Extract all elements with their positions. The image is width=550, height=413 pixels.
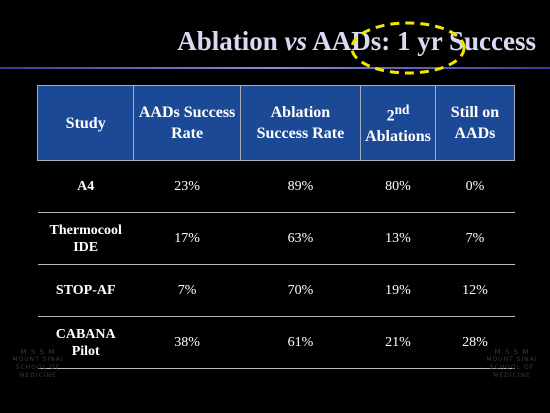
- study-cell: STOP-AF: [37, 264, 134, 317]
- logo-text: MEDICINE: [19, 372, 57, 379]
- logo-text: SCHOOL OF: [15, 364, 61, 371]
- header-text: Ablations: [365, 128, 431, 146]
- header-cell: Ablation Success Rate: [239, 85, 362, 161]
- logo-letters: M S S M: [494, 348, 530, 356]
- logo-text: MOUNT SINAI: [12, 356, 64, 363]
- table-row: A4 23% 89% 80% 0%: [37, 160, 515, 213]
- logo-text: SCHOOL OF: [489, 364, 535, 371]
- header-cell: AADs Success Rate: [133, 85, 241, 161]
- study-cell: CABANA Pilot: [37, 316, 134, 369]
- table-row: CABANA Pilot 38% 61% 21% 28%: [37, 316, 515, 369]
- title-text: Ablation: [177, 26, 278, 56]
- header-cell: Study: [36, 85, 135, 161]
- value-cell: 17%: [133, 212, 241, 265]
- logo-text: MOUNT SINAI: [486, 356, 538, 363]
- value-cell: 12%: [435, 264, 515, 317]
- value-cell: 0%: [435, 160, 515, 213]
- table-body: A4 23% 89% 80% 0% Thermocool IDE 17% 63% 13% 7% ST…: [37, 160, 515, 369]
- value-cell: 7%: [133, 264, 241, 317]
- header-text: 2: [386, 107, 395, 125]
- title-italic: vs: [284, 26, 307, 56]
- value-cell: 89%: [240, 160, 361, 213]
- value-cell: 63%: [240, 212, 361, 265]
- value-cell: 7%: [435, 212, 515, 265]
- table-row: STOP-AF 7% 70% 19% 12%: [37, 264, 515, 317]
- value-cell: 28%: [435, 316, 515, 369]
- header-cell: Still on AADs: [434, 85, 516, 161]
- slide-title: Ablation vs AADs: 1 yr Success: [177, 26, 536, 57]
- header-row: Study AADs Success Rate Ablation Success R…: [36, 85, 516, 161]
- value-cell: 23%: [133, 160, 241, 213]
- logo: M S S M MOUNT SINAI SCHOOL OF MEDICINE: [482, 318, 542, 380]
- data-table: Study AADs Success Rate Ablation Success R…: [36, 85, 516, 369]
- title-rule: [0, 67, 550, 69]
- logo-letters: M S S M: [20, 348, 56, 356]
- header-cell: 2nd Ablations: [360, 85, 436, 161]
- value-cell: 19%: [360, 264, 436, 317]
- value-cell: 13%: [360, 212, 436, 265]
- value-cell: 80%: [360, 160, 436, 213]
- logo-text: MEDICINE: [493, 372, 531, 379]
- table-row: Thermocool IDE 17% 63% 13% 7%: [37, 212, 515, 265]
- value-cell: 21%: [360, 316, 436, 369]
- value-cell: 70%: [240, 264, 361, 317]
- highlight-ellipse: [350, 21, 466, 75]
- value-cell: 38%: [133, 316, 241, 369]
- header-sup: nd: [394, 101, 410, 117]
- title-text: AADs: 1 yr Success: [312, 26, 536, 56]
- study-cell: Thermocool IDE: [37, 212, 134, 265]
- study-cell: A4: [37, 160, 134, 213]
- value-cell: 61%: [240, 316, 361, 369]
- logo: M S S M MOUNT SINAI SCHOOL OF MEDICINE: [8, 318, 68, 380]
